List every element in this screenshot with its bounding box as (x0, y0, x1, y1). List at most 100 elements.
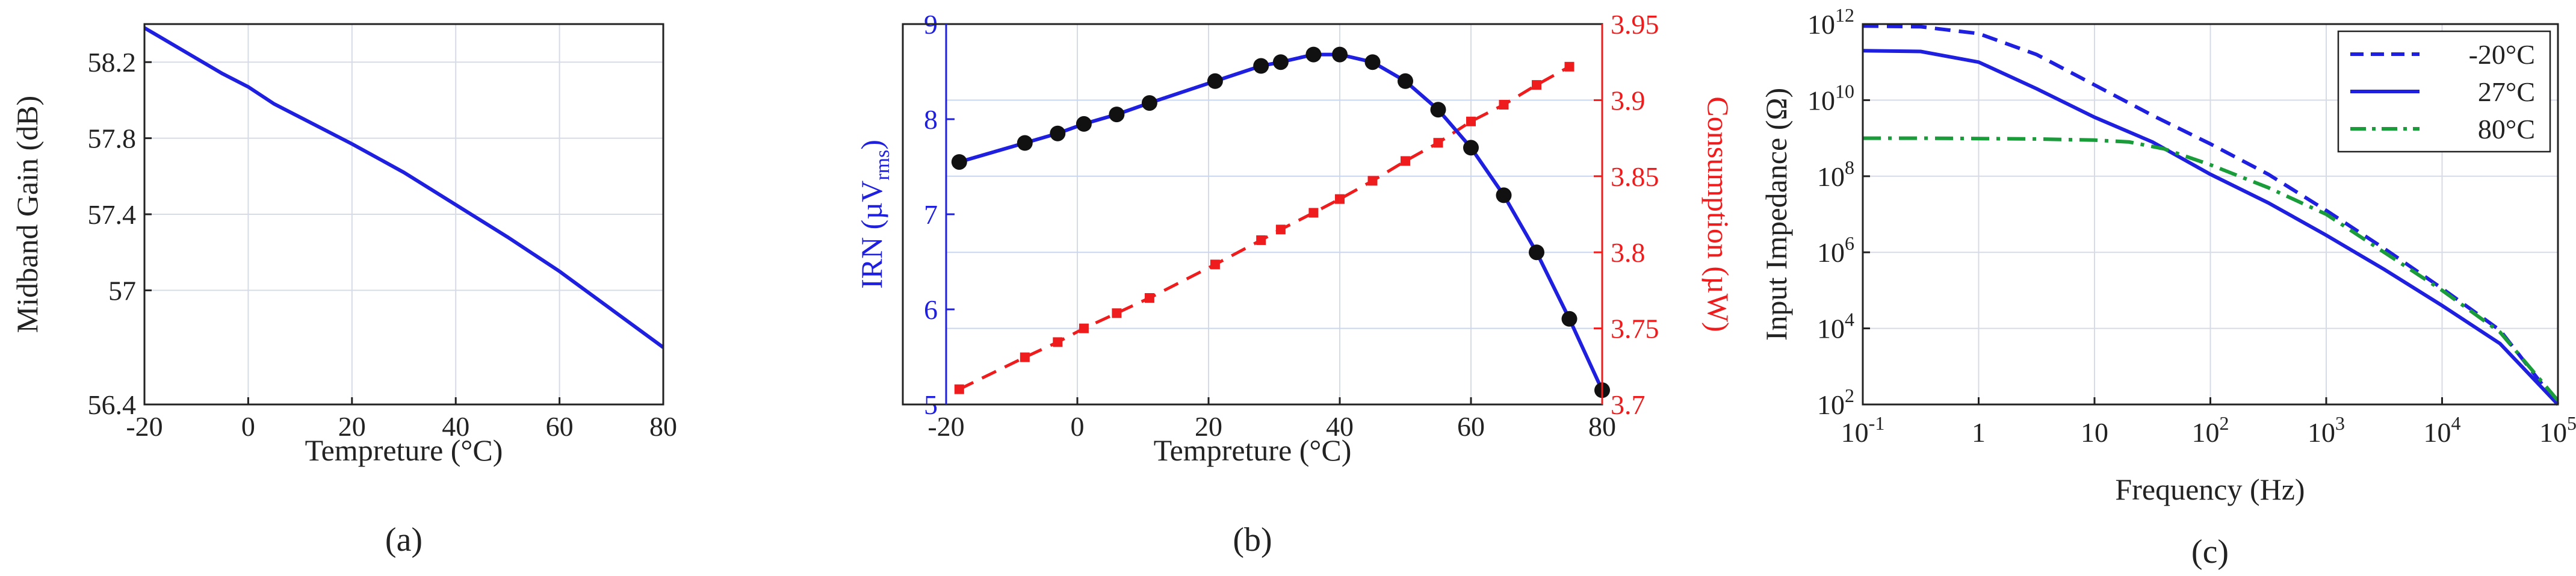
panel-c-xtick-label: 103 (2308, 412, 2345, 448)
panel-c-xtick-label: 104 (2424, 412, 2461, 448)
panel-b-consumption-marker (1335, 194, 1345, 204)
panel-b-irn-marker (1253, 58, 1269, 74)
panel-b-irn-marker (1332, 46, 1348, 63)
panel-c-xlabel: Frequency (Hz) (2115, 472, 2305, 506)
panel-c-caption: (c) (2191, 533, 2229, 571)
panel-c-minus20-line (1862, 24, 2560, 406)
panel-c-xtick-label: 105 (2539, 412, 2576, 448)
panel-b-ytick-label: 6 (924, 294, 938, 325)
panel-b-irn-marker (1050, 125, 1066, 141)
panel-a-ytick-label: 56.4 (88, 389, 137, 420)
panel-c-legend: -20°C 27°C 80°C (2337, 30, 2551, 153)
panel-b-consumption-marker (1053, 337, 1063, 347)
panel-b-consumption-marker (1367, 176, 1378, 186)
panel-b-xlabel: Tempreture (°C) (1154, 433, 1352, 467)
panel-b-consumption-marker (1466, 116, 1476, 126)
panel-b-irn-marker (1496, 187, 1512, 203)
panel-b-y2tick-label: 3.8 (1611, 237, 1646, 268)
panel-b-ylabel-sub: rms (872, 150, 894, 181)
panel-b-ylabel-main: IRN (µV (855, 181, 888, 289)
panel-a-xtick-label: 60 (546, 411, 574, 442)
panel-b-consumption-marker (954, 384, 964, 394)
panel-c-ylabel: Input Impedance (Ω) (1759, 88, 1793, 341)
panel-b-y2tick-label: 3.9 (1611, 85, 1646, 116)
panel-c-series (1862, 24, 2560, 406)
panel-b-irn-marker (1430, 102, 1446, 118)
panel-c-input-impedance: 10-1 1 10 102 103 104 10510210410610810101012 … (1759, 4, 2576, 571)
panel-b-y2tick-label: 3.75 (1611, 314, 1659, 344)
panel-a-xtick-label: 0 (241, 411, 255, 442)
panel-a-ytick-label: 57.4 (88, 199, 137, 230)
panel-b-consumption-marker (1532, 80, 1541, 90)
panel-a-ytick-label: 58.2 (88, 47, 137, 78)
panel-b-consumption-line (958, 65, 1570, 391)
panel-b-xtick-label: 80 (1588, 411, 1616, 442)
panel-c-ytick-label: 106 (1817, 232, 1854, 268)
panel-a-xlabel: Tempreture (°C) (305, 433, 503, 467)
panel-b-irn-marker (951, 154, 967, 170)
panel-b-xtick-label: 0 (1071, 411, 1085, 442)
panel-b-consumption-marker (1401, 156, 1410, 166)
panel-b-consumption-marker (1144, 293, 1154, 303)
panel-b-consumption-marker (1020, 352, 1030, 362)
panel-b-ytick-label: 8 (924, 104, 938, 135)
panel-c-xtick-label: 10 (2081, 417, 2108, 448)
panel-b-grid (946, 23, 1603, 405)
legend-label-80: 80°C (2478, 114, 2535, 144)
panel-b-irn-marker (1207, 73, 1223, 89)
panel-b-irn-marker (1272, 54, 1289, 70)
panel-c-ytick-label: 1010 (1807, 80, 1854, 116)
panel-c-frame (1862, 23, 2559, 406)
panel-b-consumption-marker (1079, 323, 1089, 333)
panel-c-ytick-label: 108 (1817, 156, 1854, 192)
panel-a-gain-line (143, 26, 664, 349)
panel-b-consumption-marker (1564, 61, 1574, 72)
panel-c-ytick-label: 102 (1817, 385, 1854, 420)
legend-label-minus20: -20°C (2469, 39, 2535, 70)
panel-a-frame (143, 23, 664, 406)
panel-c-xtick-label: 1 (1972, 417, 1986, 448)
panel-a-ytick-label: 57 (108, 275, 136, 306)
panel-b-consumption-marker (1308, 208, 1319, 218)
panel-a-xtick-label: 80 (649, 411, 677, 442)
panel-b-consumption-marker (1433, 138, 1443, 148)
panel-b-ylabel-end: ) (855, 140, 888, 150)
panel-c-xtick-label: 10-1 (1841, 412, 1885, 448)
panel-a-ylabel: Midband Gain (dB) (10, 96, 44, 333)
panel-b-irn-marker (1364, 54, 1381, 70)
panel-b-xtick-label: 40 (1326, 411, 1354, 442)
panel-c-ytick-label: 1012 (1807, 4, 1854, 40)
panel-b-ytick-label: 7 (924, 199, 938, 230)
panel-c-27-line (1862, 49, 2560, 406)
panel-b-y2tick-label: 3.85 (1611, 161, 1659, 192)
panel-c-ticks: 10-1 1 10 102 103 104 105 102 104 106 108 1010 1012 (1807, 4, 2576, 448)
panel-b-caption: (b) (1233, 521, 1272, 559)
panel-b-consumption-marker (1275, 225, 1286, 235)
panel-a-xtick-label: -20 (126, 411, 163, 442)
panel-b-xtick-label: 20 (1195, 411, 1222, 442)
panel-b-y2label: Consumption (µW) (1701, 96, 1735, 332)
panel-a-xtick-label: 40 (442, 411, 469, 442)
panel-c-80-line (1863, 136, 2560, 402)
panel-b-ylabel: IRN (µVrms) (855, 140, 894, 289)
panel-b-irn-marker (1529, 244, 1544, 261)
panel-b-xtick-label: 60 (1457, 411, 1485, 442)
panel-a-midband-gain: -20 0 20 40 60 80 56.4 57 57.4 57.8 58.2 Tempretur… (10, 23, 678, 559)
panel-a-grid (144, 24, 664, 405)
panel-a-series (143, 26, 664, 349)
panel-b-y2tick-label: 3.7 (1611, 389, 1646, 420)
panel-a-ticks: -20 0 20 40 60 80 56.4 57 57.4 57.8 58.2 (88, 47, 678, 442)
panel-b-irn-marker (1463, 140, 1479, 156)
panel-b-irn-marker (1305, 46, 1322, 63)
panel-c-ytick-label: 104 (1817, 309, 1854, 344)
panel-b-series (951, 46, 1610, 398)
panel-b-irn-marker (1109, 107, 1125, 123)
panel-b-frame (902, 23, 1603, 406)
panel-b-irn-marker (1017, 135, 1033, 151)
panel-a-xtick-label: 20 (338, 411, 366, 442)
panel-b-consumption-marker (1499, 100, 1509, 110)
legend-label-27: 27°C (2478, 76, 2535, 107)
